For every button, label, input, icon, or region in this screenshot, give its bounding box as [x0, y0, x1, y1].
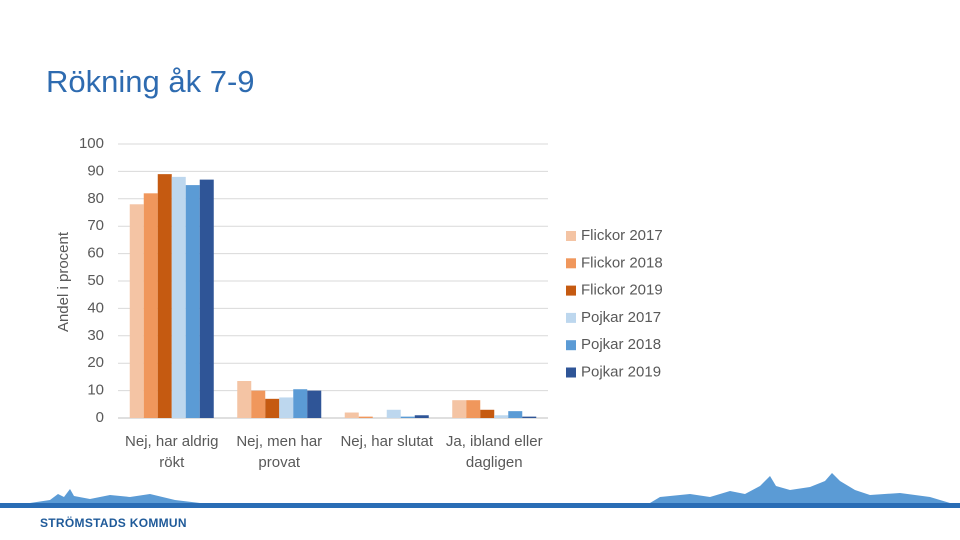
y-tick-label: 60	[87, 245, 104, 262]
y-tick-label: 0	[96, 409, 104, 426]
bar	[386, 409, 401, 418]
legend-swatch	[566, 231, 576, 241]
footer-text: STRÖMSTADS KOMMUN	[40, 516, 187, 530]
bar	[466, 400, 481, 418]
y-axis-label: Andel i procent	[55, 231, 72, 332]
footer-band	[0, 503, 960, 508]
skyline-right	[650, 473, 950, 503]
bar	[452, 400, 467, 418]
legend-label: Pojkar 2018	[581, 336, 661, 353]
y-tick-label: 30	[87, 327, 104, 344]
bar	[400, 416, 415, 418]
bar	[494, 415, 509, 418]
bar	[171, 176, 186, 418]
bar	[185, 185, 200, 418]
bar	[129, 204, 144, 418]
bar	[307, 390, 322, 418]
bar	[265, 398, 280, 418]
legend-swatch	[566, 258, 576, 269]
slide-title: Rökning åk 7-9	[46, 64, 255, 99]
legend-swatch	[566, 367, 576, 378]
bar	[414, 415, 429, 418]
y-tick-label: 10	[87, 382, 104, 399]
bar	[480, 409, 495, 418]
legend-label: Pojkar 2019	[581, 363, 661, 380]
legend-label: Flickor 2017	[581, 227, 663, 244]
bar	[251, 390, 266, 418]
bar	[143, 193, 158, 418]
legend-swatch	[566, 340, 576, 351]
x-tick-label: Ja, ibland eller dagligen	[445, 433, 543, 471]
legend-swatch	[566, 285, 576, 296]
bar	[508, 411, 523, 418]
legend-label: Flickor 2018	[581, 254, 663, 271]
y-tick-label: 20	[87, 354, 104, 371]
bar	[522, 416, 537, 418]
y-tick-label: 40	[87, 299, 104, 316]
skyline-left	[30, 489, 200, 503]
y-tick-label: 50	[87, 272, 104, 289]
bar	[358, 416, 373, 418]
y-tick-label: 80	[87, 190, 104, 207]
y-tick-label: 100	[79, 135, 104, 152]
bar	[199, 179, 214, 418]
y-tick-label: 90	[87, 162, 104, 179]
bar	[293, 389, 308, 418]
legend-label: Pojkar 2017	[581, 309, 661, 326]
bar	[344, 412, 359, 418]
bar	[279, 397, 294, 418]
x-tick-label: Nej, har slutat	[340, 433, 434, 450]
legend-label: Flickor 2019	[581, 282, 663, 299]
x-tick-label: Nej, men har provat	[236, 433, 323, 471]
bar	[157, 174, 172, 418]
bar	[237, 381, 252, 418]
y-tick-label: 70	[87, 217, 104, 234]
legend-swatch	[566, 312, 576, 323]
x-tick-label: Nej, har aldrig rökt	[125, 433, 219, 471]
